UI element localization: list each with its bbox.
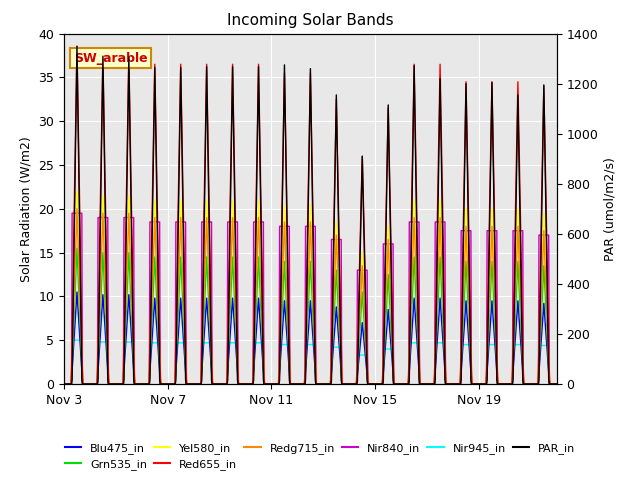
Title: Incoming Solar Bands: Incoming Solar Bands — [227, 13, 394, 28]
Y-axis label: Solar Radiation (W/m2): Solar Radiation (W/m2) — [20, 136, 33, 282]
Y-axis label: PAR (umol/m2/s): PAR (umol/m2/s) — [604, 157, 617, 261]
Legend: Blu475_in, Grn535_in, Yel580_in, Red655_in, Redg715_in, Nir840_in, Nir945_in, PA: Blu475_in, Grn535_in, Yel580_in, Red655_… — [60, 438, 580, 474]
Text: SW_arable: SW_arable — [74, 52, 147, 65]
